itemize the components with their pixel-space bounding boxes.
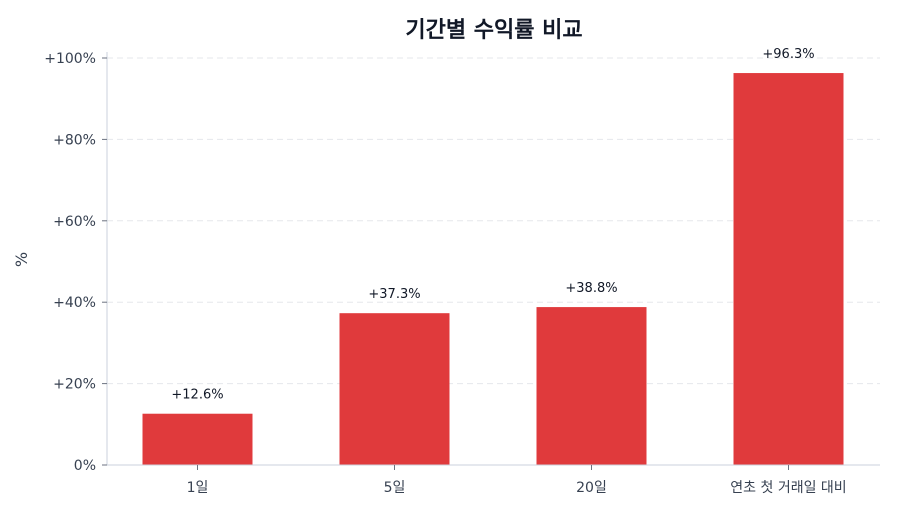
y-tick-label: +60% <box>53 214 96 230</box>
y-tick-label: +100% <box>44 51 96 67</box>
bar-value-label: +12.6% <box>171 388 223 403</box>
x-tick-label: 20일 <box>576 480 607 496</box>
bar <box>339 313 450 465</box>
x-tick-label: 1일 <box>187 480 209 496</box>
bar-value-label: +38.8% <box>565 281 617 296</box>
x-tick-label: 5일 <box>384 480 406 496</box>
value-labels: +12.6% +37.3% +38.8% +96.3% <box>171 47 814 403</box>
y-tick-label: +20% <box>53 377 96 393</box>
y-tick-label: 0% <box>74 458 96 474</box>
chart-title: 기간별 수익률 비교 <box>405 18 583 43</box>
bar-value-label: +96.3% <box>762 47 814 62</box>
bar <box>536 307 647 465</box>
x-ticks: 1일 5일 20일 연초 첫 거래일 대비 <box>187 465 847 496</box>
x-tick-label: 연초 첫 거래일 대비 <box>730 480 846 496</box>
y-tick-label: +40% <box>53 295 96 311</box>
bars <box>142 73 844 466</box>
bar <box>733 73 844 466</box>
bar-value-label: +37.3% <box>368 287 420 302</box>
bar <box>142 413 253 465</box>
y-tick-label: +80% <box>53 132 96 148</box>
axes <box>106 52 880 466</box>
y-ticks: 0% +20% +40% +60% +80% +100% <box>44 51 107 474</box>
